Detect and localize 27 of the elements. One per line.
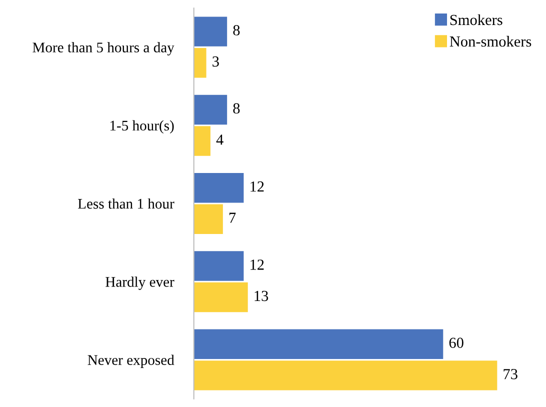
data-label: 8 — [233, 25, 240, 36]
bar — [194, 16, 228, 46]
y-tick-label: Never exposed — [88, 354, 174, 368]
bar — [194, 282, 248, 312]
bar — [194, 94, 228, 125]
data-label: 12 — [250, 181, 264, 192]
legend-label: Smokers — [450, 14, 502, 26]
data-label: 8 — [233, 103, 240, 114]
bar — [194, 126, 210, 156]
data-label: 3 — [212, 56, 219, 67]
legend-label: Non-smokers — [450, 36, 532, 47]
bar — [194, 360, 498, 390]
data-label: 73 — [504, 368, 518, 380]
data-label: 4 — [216, 134, 224, 145]
y-tick-label: Hardly ever — [106, 276, 174, 290]
bar — [194, 251, 244, 281]
data-label: 12 — [250, 260, 264, 270]
data-label: 13 — [254, 290, 268, 302]
data-label: 7 — [229, 212, 236, 223]
bar — [194, 329, 444, 360]
data-label: 60 — [449, 338, 464, 348]
y-tick-label: Less than 1 hour — [78, 198, 174, 209]
y-tick-label: 1-5 hour(s) — [110, 120, 174, 134]
bar — [194, 173, 244, 203]
bar — [194, 204, 223, 234]
bar — [194, 48, 206, 78]
y-tick-label: More than 5 hours a day — [32, 42, 174, 56]
